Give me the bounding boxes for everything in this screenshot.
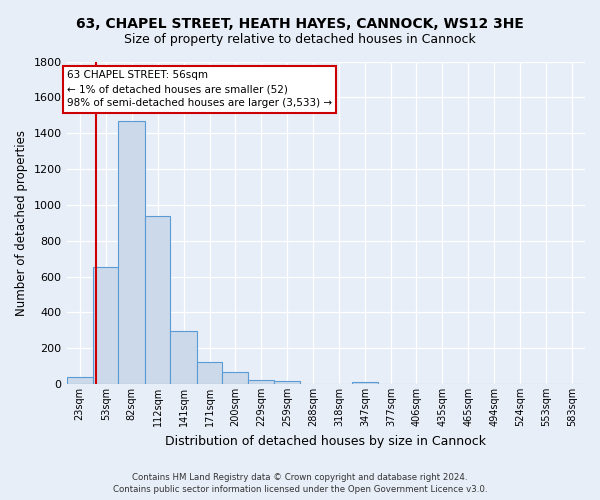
Bar: [274, 381, 300, 384]
Bar: [197, 362, 223, 384]
Bar: [67, 377, 93, 384]
Bar: [248, 380, 274, 384]
Bar: [352, 382, 378, 384]
Bar: [145, 216, 170, 384]
Text: 63, CHAPEL STREET, HEATH HAYES, CANNOCK, WS12 3HE: 63, CHAPEL STREET, HEATH HAYES, CANNOCK,…: [76, 18, 524, 32]
X-axis label: Distribution of detached houses by size in Cannock: Distribution of detached houses by size …: [165, 434, 486, 448]
Bar: [223, 372, 248, 384]
Bar: [118, 120, 145, 384]
Bar: [170, 331, 197, 384]
Text: Contains HM Land Registry data © Crown copyright and database right 2024.
Contai: Contains HM Land Registry data © Crown c…: [113, 472, 487, 494]
Text: 63 CHAPEL STREET: 56sqm
← 1% of detached houses are smaller (52)
98% of semi-det: 63 CHAPEL STREET: 56sqm ← 1% of detached…: [67, 70, 332, 108]
Y-axis label: Number of detached properties: Number of detached properties: [15, 130, 28, 316]
Text: Size of property relative to detached houses in Cannock: Size of property relative to detached ho…: [124, 32, 476, 46]
Bar: [93, 266, 118, 384]
